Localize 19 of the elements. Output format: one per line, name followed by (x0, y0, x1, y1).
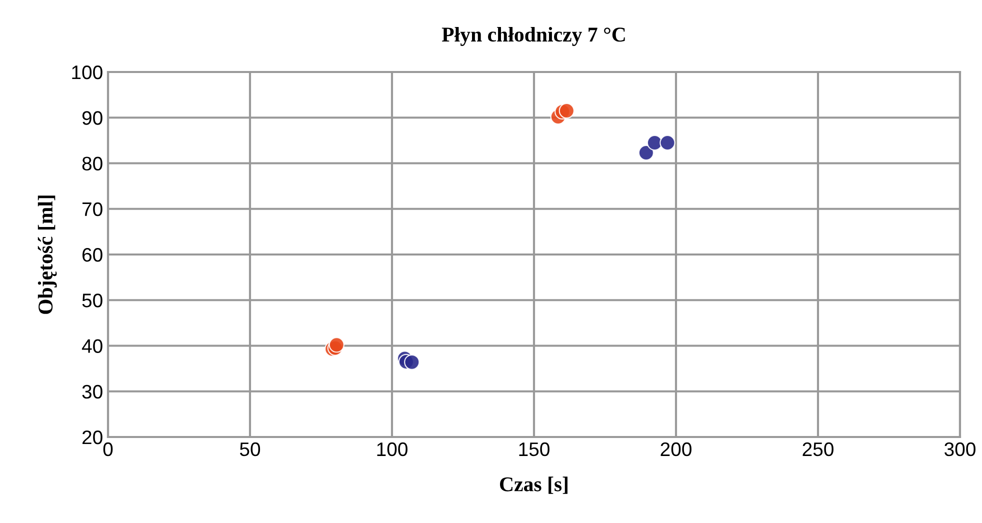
y-tick-label: 30 (82, 384, 102, 399)
y-tick-label: 20 (82, 430, 102, 444)
x-tick-label: 0 (103, 442, 113, 456)
y-tick-label: 100 (72, 65, 102, 80)
y-tick-label: 40 (82, 339, 102, 353)
chart-title: Płyn chłodniczy 7 °C (442, 26, 625, 46)
x-tick-label: 50 (240, 442, 260, 456)
y-tick-label: 70 (82, 202, 102, 216)
x-tick-label: 100 (377, 442, 408, 456)
y-axis-title: Objętość [ml] (38, 196, 57, 314)
y-tick-label: 80 (82, 156, 102, 170)
x-axis-title: Czas [s] (500, 476, 568, 494)
x-tick-label: 200 (660, 442, 692, 456)
x-tick-label: 250 (802, 442, 834, 456)
x-tick-label: 150 (519, 442, 550, 456)
y-tick-label: 60 (82, 248, 102, 262)
x-tick-label: 300 (944, 442, 976, 456)
y-tick-label: 90 (82, 111, 102, 125)
y-tick-label: 50 (82, 294, 102, 308)
